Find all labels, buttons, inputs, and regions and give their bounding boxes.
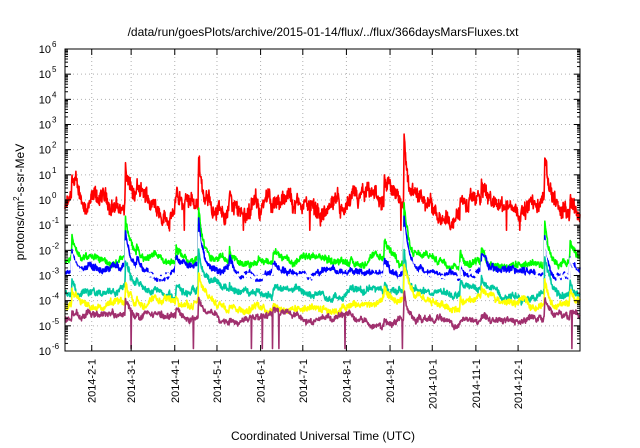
series-line <box>64 248 581 306</box>
y-tick-exponent: -2 <box>52 241 60 250</box>
x-tick-label: 2014-11-1 <box>471 359 483 408</box>
y-tick-exponent: -3 <box>52 267 60 276</box>
y-tick-exponent: -6 <box>52 342 60 351</box>
y-tick-exponent: 1 <box>52 166 57 175</box>
y-tick-exponent: -4 <box>52 292 60 301</box>
x-axis: 2014-2-1 2014-3-1 2014-4-1 2014-5-1 2014-6-1… <box>87 49 525 409</box>
y-tick-label: 10 <box>39 120 51 132</box>
series-line <box>64 263 581 317</box>
x-tick-label: 2014-8-1 <box>341 359 353 403</box>
y-tick-label: 10 <box>39 145 51 157</box>
x-tick-label: 2014-7-1 <box>298 359 310 403</box>
series-line <box>64 290 581 350</box>
series-line <box>64 133 581 232</box>
y-tick-exponent: -5 <box>52 317 60 326</box>
y-tick-label: 10 <box>39 296 51 308</box>
y-tick-label: 10 <box>39 94 51 106</box>
y-tick-exponent: 5 <box>52 65 57 74</box>
y-tick-label: 10 <box>39 321 51 333</box>
chart-title: /data/run/goesPlots/archive/2015-01-14/f… <box>128 25 520 39</box>
y-tick-label: 10 <box>39 69 51 81</box>
x-tick-label: 2014-4-1 <box>170 359 182 403</box>
y-tick-label: 10 <box>39 271 51 283</box>
x-tick-label: 2014-2-1 <box>87 359 99 403</box>
x-tick-label: 2014-12-1 <box>513 359 525 409</box>
y-tick-exponent: 6 <box>52 40 57 49</box>
series-line <box>64 226 581 283</box>
x-tick-label: 2014-5-1 <box>212 359 224 403</box>
y-tick-label: 10 <box>39 245 51 257</box>
series-line <box>64 202 581 272</box>
x-tick-label: 2014-6-1 <box>256 359 268 403</box>
y-tick-label: 10 <box>39 44 51 56</box>
y-tick-exponent: 0 <box>52 191 57 200</box>
y-tick-exponent: 3 <box>52 116 57 125</box>
x-axis-label: Coordinated Universal Time (UTC) <box>231 429 415 443</box>
y-tick-exponent: 4 <box>52 90 57 99</box>
series-group <box>64 133 581 350</box>
y-tick-label: 10 <box>39 170 51 182</box>
y-axis: 10 -610 -510 -410 -310 -210 -110 010 110 210 310 41… <box>39 40 580 358</box>
series-line <box>64 215 581 283</box>
x-tick-label: 2014-10-1 <box>427 359 439 409</box>
y-tick-label: 10 <box>39 346 51 358</box>
y-tick-exponent: 2 <box>52 141 57 150</box>
y-axis-label: protons/cm2-s-sr-MeV <box>12 144 27 260</box>
y-tick-label: 10 <box>39 195 51 207</box>
x-tick-label: 2014-9-1 <box>385 359 397 403</box>
y-tick-exponent: -1 <box>52 216 60 225</box>
y-tick-label: 10 <box>39 220 51 232</box>
x-tick-label: 2014-3-1 <box>126 359 138 403</box>
